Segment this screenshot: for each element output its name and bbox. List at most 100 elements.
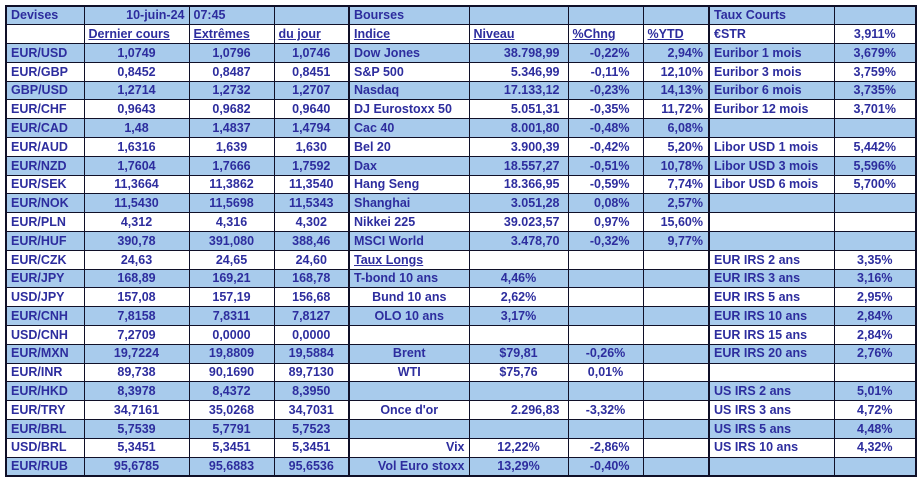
devises-extremes: 5,3451 (188, 437, 275, 458)
bourses-ytd (642, 325, 710, 345)
bourses-header-indice: Indice (348, 24, 470, 45)
grid-row: EUR/INR 89,738 90,1690 89,7130 WTI $75,76 0,01… (5, 362, 917, 383)
bourses-indice: Vol Euro stoxx (348, 456, 470, 477)
devises-last: 89,738 (83, 362, 190, 383)
empty-cell (468, 5, 569, 26)
devises-extremes: 1,4837 (188, 118, 275, 139)
taux-value: 3,911% (833, 24, 917, 45)
devises-extremes: 391,080 (188, 231, 275, 251)
grid-row: GBP/USD 1,2714 1,2732 1,2707 Nasdaq 17.133,12… (5, 80, 917, 101)
bourses-niveau: 5.051,31 (468, 99, 569, 120)
devises-pair: EUR/CAD (5, 118, 85, 139)
taux-label: Euribor 1 mois (708, 43, 835, 63)
grid-row: EUR/AUD 1,6316 1,639 1,630 Bel 20 3.900,39 -0,… (5, 137, 917, 157)
grid-row: EUR/HKD 8,3978 8,4372 8,3950 US IRS 2 ans 5,0… (5, 381, 917, 402)
bourses-chng: -0,32% (567, 231, 644, 251)
bourses-header-chng: %Chng (567, 24, 644, 45)
devises-last: 8,3978 (83, 381, 190, 402)
bourses-niveau: 3,17% (468, 306, 569, 327)
devises-last: 0,9643 (83, 99, 190, 120)
bourses-indice: Brent (348, 343, 470, 364)
grid-row: EUR/CAD 1,48 1,4837 1,4794 Cac 40 8.001,80 -0,… (5, 118, 917, 139)
devises-last: 157,08 (83, 287, 190, 308)
devises-pair: EUR/PLN (5, 212, 85, 233)
devises-dujour: 7,8127 (273, 306, 350, 327)
devises-dujour: 11,5343 (273, 193, 350, 214)
devises-extremes: 0,0000 (188, 325, 275, 345)
bourses-indice: Taux Longs (348, 249, 470, 270)
grid-row: EUR/MXN 19,7224 19,8809 19,5884 Brent $79,81-… (5, 343, 917, 364)
taux-value: 5,700% (833, 174, 917, 195)
bourses-niveau: 3.051,28 (468, 193, 569, 214)
bourses-chng (567, 325, 644, 345)
taux-label: US IRS 3 ans (708, 400, 835, 421)
devises-last: 5,7539 (83, 419, 190, 439)
grid-row: EUR/NOK 11,5430 11,5698 11,5343 Shanghai 3.05… (5, 193, 917, 214)
bourses-header-ytd: %YTD (642, 24, 710, 45)
taux-label: EUR IRS 2 ans (708, 249, 835, 270)
devises-dujour: 95,6536 (273, 456, 350, 477)
devises-dujour: 168,78 (273, 268, 350, 289)
bourses-niveau (468, 249, 569, 270)
bourses-niveau: 3.478,70 (468, 231, 569, 251)
devises-pair: USD/CNH (5, 325, 85, 345)
devises-dujour: 0,0000 (273, 325, 350, 345)
devises-last: 19,7224 (83, 343, 190, 364)
empty-cell (5, 24, 85, 45)
bourses-chng (567, 306, 644, 327)
bourses-chng: -0,59% (567, 174, 644, 195)
taux-label: EUR IRS 10 ans (708, 306, 835, 327)
taux-label: US IRS 2 ans (708, 381, 835, 402)
taux-value: 2,95% (833, 287, 917, 308)
taux-value (833, 456, 917, 477)
bourses-indice: Nasdaq (348, 80, 470, 101)
taux-value: 2,76% (833, 343, 917, 364)
devises-pair: EUR/SEK (5, 174, 85, 195)
taux-label (708, 212, 835, 233)
taux-label: Libor USD 6 mois (708, 174, 835, 195)
devises-dujour: 1,630 (273, 137, 350, 157)
devises-extremes: 90,1690 (188, 362, 275, 383)
bourses-indice (348, 419, 470, 439)
bourses-ytd (642, 249, 710, 270)
devises-extremes: 19,8809 (188, 343, 275, 364)
taux-value (833, 231, 917, 251)
bourses-indice: Dax (348, 155, 470, 176)
grid-row: USD/BRL 5,3451 5,3451 5,3451 Vix 12,22% -2,86%… (5, 437, 917, 458)
devises-last: 0,8452 (83, 61, 190, 82)
grid-row: EUR/HUF 390,78 391,080 388,46 MSCI World 3.47… (5, 231, 917, 251)
devises-last: 7,8158 (83, 306, 190, 327)
devises-extremes: 5,7791 (188, 419, 275, 439)
taux-label (708, 118, 835, 139)
taux-courts-title: Taux Courts (708, 5, 835, 26)
grid-row: EUR/GBP 0,8452 0,8487 0,8451 S&P 500 5.346,99… (5, 61, 917, 82)
bourses-niveau: 8.001,80 (468, 118, 569, 139)
bourses-chng (567, 381, 644, 402)
grid-row: EUR/RUB 95,6785 95,6883 95,6536 Vol Euro sto… (5, 456, 917, 477)
bourses-chng (567, 268, 644, 289)
grid-row: EUR/SEK 11,3664 11,3862 11,3540 Hang Seng 18.… (5, 174, 917, 195)
devises-extremes: 11,3862 (188, 174, 275, 195)
devises-last: 24,63 (83, 249, 190, 270)
devises-last: 11,5430 (83, 193, 190, 214)
devises-dujour: 89,7130 (273, 362, 350, 383)
devises-pair: USD/JPY (5, 287, 85, 308)
bourses-chng: -0,42% (567, 137, 644, 157)
grid-row: Devises 10-juin-24 07:45 Bourses Taux Courts (5, 5, 917, 26)
bourses-indice: Hang Seng (348, 174, 470, 195)
bourses-chng: -0,35% (567, 99, 644, 120)
devises-dujour: 11,3540 (273, 174, 350, 195)
devises-last: 11,3664 (83, 174, 190, 195)
bourses-ytd (642, 400, 710, 421)
bourses-chng: -2,86% (567, 437, 644, 458)
devises-last: 168,89 (83, 268, 190, 289)
bourses-chng: -0,22% (567, 43, 644, 63)
bourses-indice: T-bond 10 ans (348, 268, 470, 289)
bourses-ytd (642, 362, 710, 383)
taux-value (833, 362, 917, 383)
devises-time: 07:45 (188, 5, 275, 26)
devises-last: 95,6785 (83, 456, 190, 477)
bourses-chng: -0,40% (567, 456, 644, 477)
devises-dujour: 1,2707 (273, 80, 350, 101)
bourses-indice: Bel 20 (348, 137, 470, 157)
